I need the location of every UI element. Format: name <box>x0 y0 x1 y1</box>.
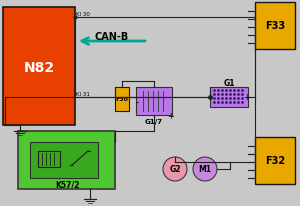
Text: G1/7: G1/7 <box>145 118 163 124</box>
Bar <box>115 88 129 111</box>
Text: F32: F32 <box>265 155 285 165</box>
Text: K57/2: K57/2 <box>55 180 79 188</box>
Circle shape <box>163 157 187 181</box>
Text: F30: F30 <box>116 97 128 102</box>
Bar <box>255 3 295 50</box>
Bar <box>210 88 248 108</box>
Bar <box>3 8 75 125</box>
Text: +: + <box>244 93 250 102</box>
Bar <box>30 142 98 178</box>
Bar <box>38 151 60 167</box>
Text: F33: F33 <box>265 21 285 31</box>
Circle shape <box>193 157 217 181</box>
Text: N82: N82 <box>23 61 55 75</box>
Text: KI 31: KI 31 <box>76 91 90 97</box>
Text: G2: G2 <box>169 165 181 174</box>
Text: KI 30: KI 30 <box>76 12 90 17</box>
Text: +: + <box>168 112 174 121</box>
Text: M1: M1 <box>199 165 212 174</box>
Text: CAN-B: CAN-B <box>95 32 129 42</box>
Text: -: - <box>209 93 212 102</box>
Bar <box>18 131 115 189</box>
Text: -: - <box>136 98 139 107</box>
Bar <box>136 88 172 115</box>
Text: G1: G1 <box>223 79 235 88</box>
Bar <box>255 137 295 184</box>
